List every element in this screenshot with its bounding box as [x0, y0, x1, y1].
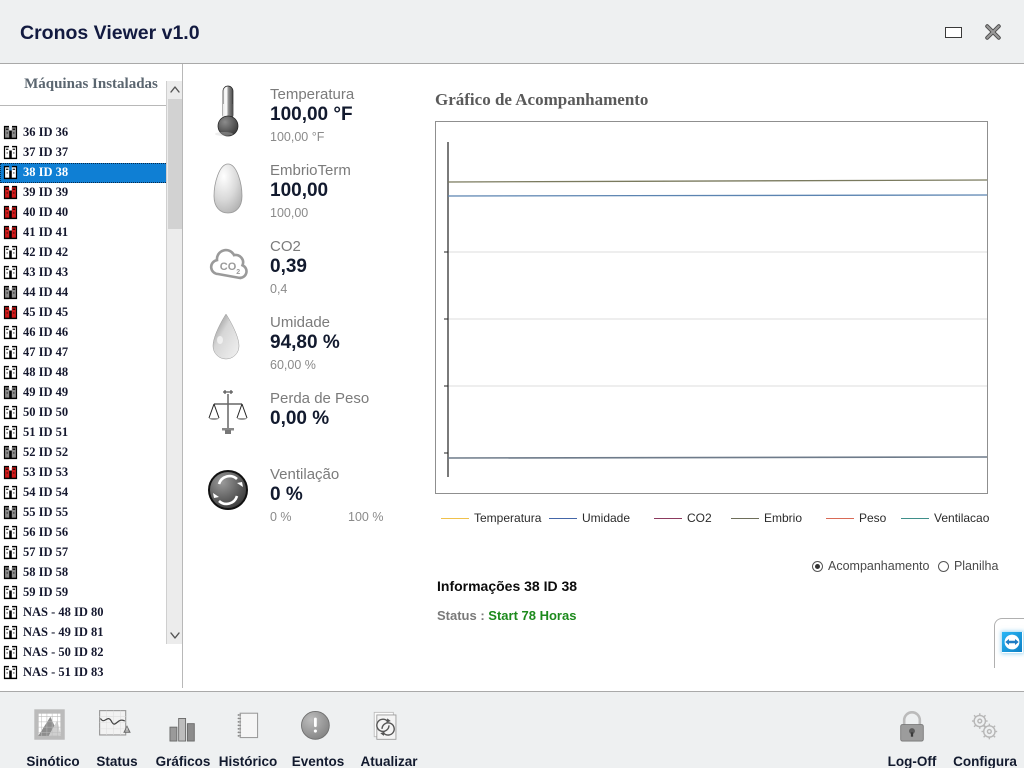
- svg-text:!: !: [126, 727, 128, 733]
- svg-text:CO2: CO2: [220, 261, 241, 276]
